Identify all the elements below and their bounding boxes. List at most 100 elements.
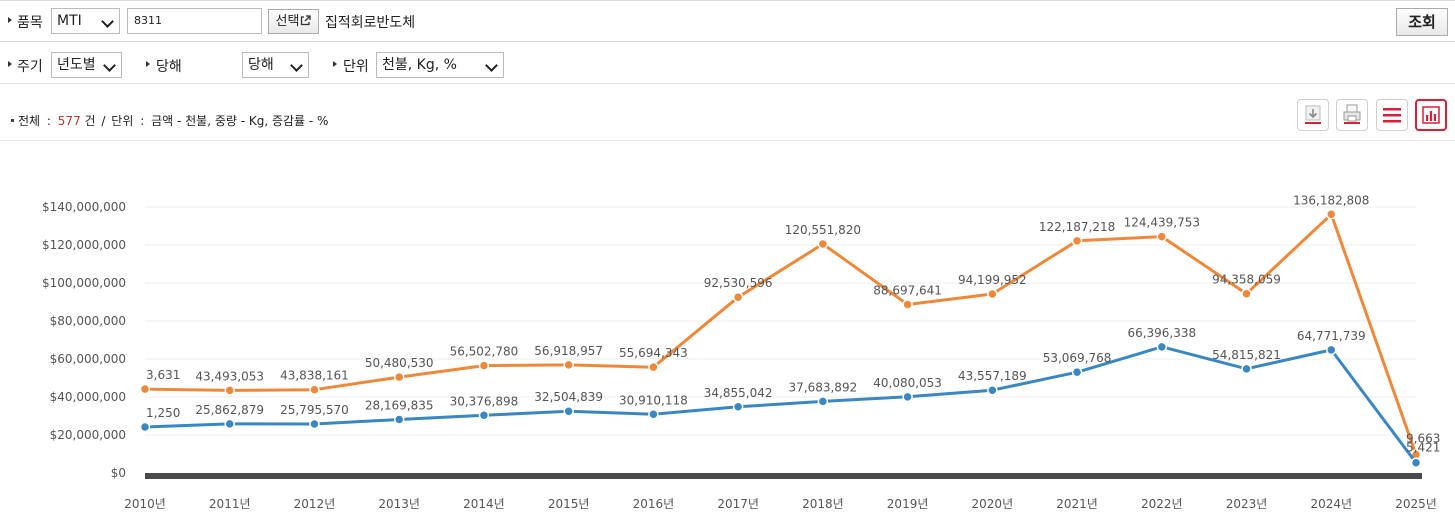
y-tick-label: $20,000,000 bbox=[50, 428, 126, 442]
x-tick-label: 2020년 bbox=[972, 497, 1014, 511]
data-point bbox=[1241, 363, 1252, 375]
x-tick-label: 2010년 bbox=[124, 497, 166, 511]
external-link-icon bbox=[301, 15, 312, 26]
data-label: 40,080,053 bbox=[873, 376, 942, 390]
data-label: 34,855,042 bbox=[704, 386, 773, 400]
data-label: 55,694,343 bbox=[619, 346, 688, 360]
data-label: 56,918,957 bbox=[534, 344, 603, 358]
count-unit: 건 bbox=[84, 114, 96, 128]
data-point bbox=[224, 418, 235, 430]
x-tick-label: 2025년 bbox=[1395, 497, 1437, 511]
data-label: 50,480,530 bbox=[365, 356, 434, 370]
data-label: 64,771,739 bbox=[1297, 329, 1366, 343]
data-label: 94,199,952 bbox=[958, 273, 1027, 287]
bullet-icon bbox=[146, 61, 150, 67]
period-select[interactable]: 년도별 bbox=[51, 52, 122, 78]
series-line bbox=[144, 345, 1418, 464]
data-label: 122,187,218 bbox=[1039, 220, 1115, 234]
x-tick-label: 2017년 bbox=[717, 497, 759, 511]
current-label: 당해 bbox=[156, 59, 182, 75]
search-button-label: 조회 bbox=[1408, 13, 1436, 31]
data-point bbox=[478, 360, 490, 371]
list-view-icon bbox=[1383, 108, 1401, 123]
data-label: 30,910,118 bbox=[619, 393, 688, 407]
data-label: 92,530,596 bbox=[704, 276, 773, 290]
unit-value: 천불, Kg, % bbox=[382, 57, 457, 73]
data-label: 88,697,641 bbox=[873, 283, 942, 297]
data-point bbox=[139, 421, 151, 433]
x-tick-label: 2021년 bbox=[1056, 497, 1098, 511]
item-type-value: MTI bbox=[57, 13, 82, 29]
print-button[interactable] bbox=[1336, 99, 1368, 131]
x-tick-label: 2019년 bbox=[887, 497, 929, 511]
data-label: 54,815,821 bbox=[1212, 348, 1281, 362]
data-point bbox=[1326, 209, 1337, 220]
data-point bbox=[563, 359, 574, 371]
select-button-label: 선택 bbox=[275, 14, 300, 29]
data-point bbox=[224, 385, 235, 396]
x-axis: 2010년 2011년 2012년 2013년 2014년 2015년 2016년 2017년… bbox=[124, 473, 1437, 511]
x-tick-label: 2014년 bbox=[463, 497, 505, 511]
data-point bbox=[648, 361, 659, 373]
data-label: 56,502,780 bbox=[450, 345, 519, 359]
current-select[interactable]: 당해 bbox=[242, 52, 309, 78]
total-count: 577 bbox=[57, 114, 81, 128]
unit-select[interactable]: 천불, Kg, % bbox=[376, 52, 504, 78]
x-tick-label: 2023년 bbox=[1226, 497, 1268, 511]
x-tick-label: 2011년 bbox=[209, 497, 251, 511]
data-point bbox=[987, 384, 998, 396]
download-button[interactable] bbox=[1297, 99, 1329, 131]
y-tick-label: $80,000,000 bbox=[50, 314, 126, 328]
select-button[interactable]: 선택 bbox=[268, 9, 319, 34]
chart-view-button[interactable] bbox=[1415, 99, 1447, 131]
data-point bbox=[817, 238, 829, 250]
data-label: 120,551,820 bbox=[785, 223, 861, 237]
chevron-down-icon bbox=[290, 59, 303, 72]
data-label: 43,838,161 bbox=[280, 369, 349, 383]
x-tick-label: 2016년 bbox=[633, 497, 675, 511]
x-tick-label: 2015년 bbox=[548, 497, 590, 511]
data-label: 25,795,570 bbox=[280, 403, 349, 417]
data-label: 32,504,839 bbox=[534, 390, 603, 404]
x-tick-label: 2012년 bbox=[294, 497, 336, 511]
item-code-input[interactable]: 8311 bbox=[127, 8, 262, 34]
data-label: 30,376,898 bbox=[450, 394, 519, 408]
colon: : bbox=[140, 114, 145, 128]
download-icon bbox=[1305, 105, 1321, 124]
data-label: 25,862,879 bbox=[195, 403, 264, 417]
list-view-button[interactable] bbox=[1376, 99, 1408, 131]
item-name: 집적회로반도체 bbox=[325, 15, 416, 31]
search-button[interactable]: 조회 bbox=[1396, 8, 1448, 36]
x-tick-label: 2022년 bbox=[1141, 497, 1183, 511]
series-line bbox=[144, 212, 1418, 456]
y-tick-label: $40,000,000 bbox=[50, 390, 126, 404]
data-point bbox=[309, 384, 320, 395]
bullet-icon bbox=[333, 61, 337, 67]
data-point bbox=[732, 401, 744, 413]
unit-detail: 금액 - 천불, 중량 - Kg, 증감률 - % bbox=[151, 114, 329, 128]
item-label: 품목 bbox=[17, 15, 43, 31]
data-point bbox=[139, 383, 151, 395]
data-label: 66,396,338 bbox=[1127, 326, 1196, 340]
item-filter-row: 품목 MTI 8311 선택 집적회로반도체 조회 bbox=[0, 0, 1455, 42]
data-point bbox=[1071, 235, 1083, 247]
data-point bbox=[1071, 366, 1083, 378]
data-point bbox=[393, 371, 405, 383]
chevron-down-icon bbox=[485, 59, 498, 72]
current-value: 당해 bbox=[248, 57, 274, 73]
data-label: 28,169,835 bbox=[365, 398, 434, 412]
period-value: 년도별 bbox=[57, 57, 96, 73]
x-tick-label: 2024년 bbox=[1310, 497, 1352, 511]
y-tick-label: $60,000,000 bbox=[50, 352, 126, 366]
data-label: 43,557,189 bbox=[958, 369, 1027, 383]
data-label: 3,631 bbox=[146, 368, 180, 382]
data-point bbox=[393, 414, 405, 425]
data-point bbox=[987, 288, 998, 300]
y-tick-label: $120,000,000 bbox=[42, 238, 126, 252]
bullet-icon bbox=[8, 61, 12, 67]
grid-lines bbox=[145, 206, 1416, 436]
data-point bbox=[902, 391, 913, 403]
colon: : bbox=[46, 114, 51, 128]
data-point bbox=[1410, 457, 1422, 468]
item-type-select[interactable]: MTI bbox=[51, 8, 120, 34]
